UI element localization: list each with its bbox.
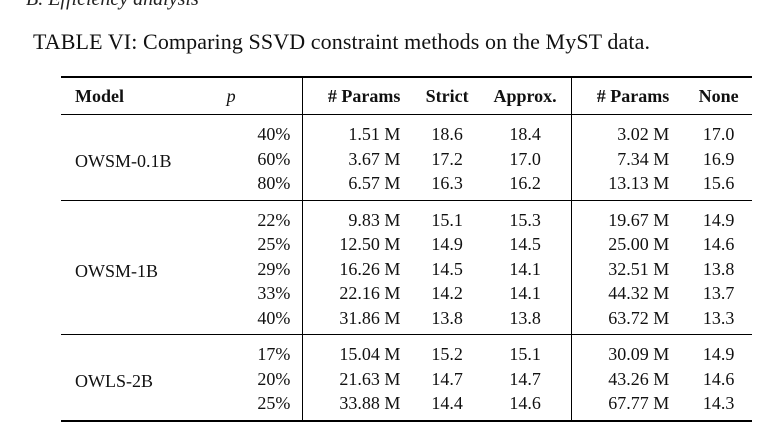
none-cell: 14.3	[702, 393, 735, 413]
params-strict-cell: 12.50 M	[339, 234, 401, 254]
header-approx: Approx.	[478, 77, 573, 115]
params-none-cell: 25.00 M	[608, 234, 670, 254]
none-cell: 13.8	[702, 258, 735, 279]
none-cell: 14.9	[702, 209, 735, 230]
none-cell: 14.6	[702, 368, 735, 389]
table-caption: TABLE VI: Comparing SSVD constraint meth…	[33, 29, 651, 54]
strict-cell: 15.2	[431, 344, 463, 364]
p-cell: 20%	[206, 366, 304, 391]
p-cell: 40%	[206, 114, 304, 147]
table-row: 33% 22.16 M 14.2 14.1 44.32 M 13.7	[61, 281, 752, 306]
strict-cell: 14.4	[431, 393, 463, 413]
params-none-cell: 13.13 M	[608, 173, 670, 193]
params-strict-cell: 31.86 M	[339, 307, 401, 328]
table-row: 40% 31.86 M 13.8 13.8 63.72 M 13.3	[61, 305, 752, 335]
table-header-row: Model p # Params Strict Approx. # Params…	[61, 77, 752, 115]
p-cell: 33%	[206, 281, 304, 306]
model-group: OWSM-0.1B 40% 1.51 M 18.6 18.4 3.02 M 17.0 60% 3…	[61, 114, 752, 200]
approx-cell: 17.0	[478, 146, 573, 171]
params-strict-cell: 6.57 M	[348, 173, 401, 193]
table-row: 20% 21.63 M 14.7 14.7 43.26 M 14.6	[61, 366, 752, 391]
approx-cell: 13.8	[478, 305, 573, 335]
strict-cell: 14.9	[431, 234, 463, 254]
strict-cell: 16.3	[431, 173, 463, 193]
model-name-cell: OWSM-0.1B	[75, 150, 172, 171]
p-cell: 80%	[206, 171, 304, 200]
table-row: OWSM-1B 22% 9.83 M 15.1 15.3 19.67 M 14.9	[61, 200, 752, 281]
params-none-cell: 3.02 M	[617, 124, 670, 144]
params-strict-cell: 15.04 M	[339, 344, 401, 364]
strict-cell: 15.1	[431, 209, 463, 230]
approx-cell: 14.1	[478, 256, 573, 281]
strict-cell: 13.8	[431, 307, 463, 328]
approx-cell: 18.4	[478, 114, 573, 147]
p-cell: 22%	[206, 200, 304, 232]
params-strict-cell: 33.88 M	[339, 393, 401, 413]
strict-cell: 14.5	[431, 258, 463, 279]
params-none-cell: 63.72 M	[608, 307, 670, 328]
table-row: 25% 12.50 M 14.9 14.5 25.00 M 14.6	[61, 232, 752, 257]
table-row: 60% 3.67 M 17.2 17.0 7.34 M 16.9	[61, 146, 752, 171]
params-strict-cell: 21.63 M	[339, 368, 401, 389]
p-cell: 25%	[206, 232, 304, 257]
header-params-none: # Params	[596, 85, 670, 106]
none-cell: 13.3	[702, 307, 735, 328]
params-strict-cell: 22.16 M	[339, 283, 401, 303]
none-cell: 15.6	[702, 173, 735, 193]
approx-cell: 15.3	[478, 200, 573, 232]
none-cell: 14.9	[702, 344, 735, 364]
header-none: None	[698, 85, 739, 106]
none-cell: 16.9	[702, 148, 735, 169]
params-none-cell: 7.34 M	[617, 148, 670, 169]
table-row: 29% 16.26 M 14.5 14.1 32.51 M 13.8	[61, 256, 752, 281]
params-none-cell: 30.09 M	[608, 344, 670, 364]
table-row: OWSM-0.1B 40% 1.51 M 18.6 18.4 3.02 M 17.0	[61, 114, 752, 171]
table-row: 25% 33.88 M 14.4 14.6 67.77 M 14.3	[61, 391, 752, 421]
none-cell: 14.6	[702, 234, 735, 254]
params-strict-cell: 16.26 M	[339, 258, 401, 279]
table-row: 80% 6.57 M 16.3 16.2 13.13 M 15.6	[61, 171, 752, 200]
strict-cell: 14.7	[431, 368, 463, 389]
params-none-cell: 44.32 M	[608, 283, 670, 303]
header-model: Model	[75, 85, 124, 106]
approx-cell: 16.2	[478, 171, 573, 200]
table-row: OWLS-2B 17% 15.04 M 15.2 15.1 30.09 M 14.9	[61, 334, 752, 391]
approx-cell: 15.1	[478, 334, 573, 367]
p-cell: 17%	[206, 334, 304, 367]
model-group: OWSM-1B 22% 9.83 M 15.1 15.3 19.67 M 14.9 25% 12…	[61, 200, 752, 335]
model-name-cell: OWLS-2B	[75, 370, 153, 391]
p-cell: 29%	[206, 256, 304, 281]
strict-cell: 18.6	[431, 124, 463, 144]
approx-cell: 14.5	[478, 232, 573, 257]
p-cell: 40%	[206, 305, 304, 335]
model-group: OWLS-2B 17% 15.04 M 15.2 15.1 30.09 M 14.9 20% 2…	[61, 334, 752, 421]
approx-cell: 14.7	[478, 366, 573, 391]
strict-cell: 17.2	[431, 148, 463, 169]
model-name-cell: OWSM-1B	[75, 260, 159, 281]
none-cell: 13.7	[702, 283, 735, 303]
params-none-cell: 19.67 M	[608, 209, 670, 230]
none-cell: 17.0	[702, 124, 735, 144]
header-strict: Strict	[425, 85, 469, 106]
params-strict-cell: 9.83 M	[348, 209, 401, 230]
section-heading: B. Efficiency analysis	[26, 0, 199, 11]
strict-cell: 14.2	[431, 283, 463, 303]
results-table: Model p # Params Strict Approx. # Params…	[61, 76, 752, 422]
params-none-cell: 32.51 M	[608, 258, 670, 279]
approx-cell: 14.6	[478, 391, 573, 421]
params-none-cell: 67.77 M	[608, 393, 670, 413]
header-p: p	[206, 77, 304, 115]
params-strict-cell: 3.67 M	[348, 148, 401, 169]
p-cell: 25%	[206, 391, 304, 421]
params-none-cell: 43.26 M	[608, 368, 670, 389]
approx-cell: 14.1	[478, 281, 573, 306]
header-params-strict: # Params	[327, 85, 401, 106]
params-strict-cell: 1.51 M	[348, 124, 401, 144]
p-cell: 60%	[206, 146, 304, 171]
